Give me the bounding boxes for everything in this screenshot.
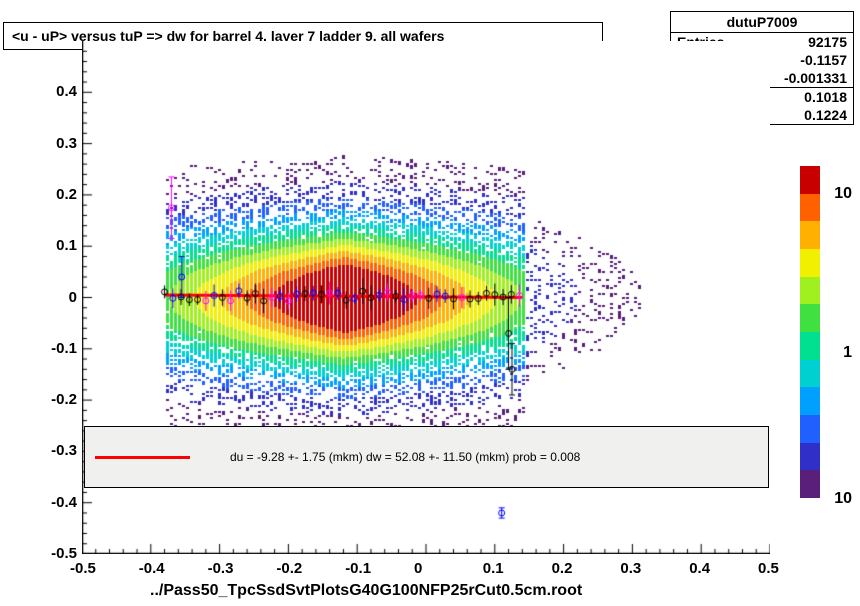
- colorbar-tick-label: 1: [843, 344, 852, 362]
- y-tick-label: 0: [32, 289, 77, 306]
- x-tick-label: -0.1: [345, 560, 371, 577]
- colorbar-segment: [800, 443, 820, 471]
- x-tick-label: 0.4: [689, 560, 710, 577]
- y-tick-label: -0.5: [32, 545, 77, 562]
- x-tick-label: -0.3: [208, 560, 234, 577]
- colorbar-segment: [800, 332, 820, 360]
- x-tick-label: -0.4: [139, 560, 165, 577]
- stats-value: 0.1224: [804, 107, 847, 123]
- y-tick-label: -0.1: [32, 340, 77, 357]
- legend-line-sample: [95, 456, 190, 459]
- stats-value: 0.1018: [804, 89, 847, 105]
- x-tick-label: 0.1: [483, 560, 504, 577]
- colorbar: [800, 166, 820, 498]
- x-tick-label: -0.5: [70, 560, 96, 577]
- colorbar-segment: [800, 387, 820, 415]
- colorbar-segment: [800, 249, 820, 277]
- colorbar-segment: [800, 415, 820, 443]
- colorbar-segment: [800, 194, 820, 222]
- colorbar-segment: [800, 221, 820, 249]
- x-axis-label: ../Pass50_TpcSsdSvtPlotsG40G100NFP25rCut…: [150, 582, 582, 600]
- x-tick-label: 0.5: [758, 560, 779, 577]
- colorbar-segment: [800, 360, 820, 388]
- y-tick-label: 0.4: [32, 83, 77, 100]
- x-tick-label: -0.2: [276, 560, 302, 577]
- y-tick-label: -0.3: [32, 442, 77, 459]
- stats-value: -0.001331: [784, 70, 847, 86]
- fit-legend-box: du = -9.28 +- 1.75 (mkm) dw = 52.08 +- 1…: [84, 426, 769, 488]
- stats-value: -0.1157: [800, 52, 847, 68]
- stats-value: 92175: [808, 34, 847, 50]
- y-tick-label: -0.4: [32, 494, 77, 511]
- x-tick-label: 0.2: [552, 560, 573, 577]
- legend-text: du = -9.28 +- 1.75 (mkm) dw = 52.08 +- 1…: [230, 450, 580, 464]
- stats-name: dutuP7009: [671, 12, 853, 33]
- y-tick-label: 0.3: [32, 135, 77, 152]
- x-tick-label: 0.3: [620, 560, 641, 577]
- y-tick-label: 0.1: [32, 237, 77, 254]
- colorbar-segment: [800, 304, 820, 332]
- colorbar-tick-label: 10: [834, 490, 852, 508]
- colorbar-segment: [800, 470, 820, 498]
- y-tick-label: -0.2: [32, 391, 77, 408]
- colorbar-tick-label: 10: [834, 185, 852, 203]
- colorbar-segment: [800, 277, 820, 305]
- x-tick-label: 0: [414, 560, 422, 577]
- y-tick-label: 0.2: [32, 186, 77, 203]
- colorbar-segment: [800, 166, 820, 194]
